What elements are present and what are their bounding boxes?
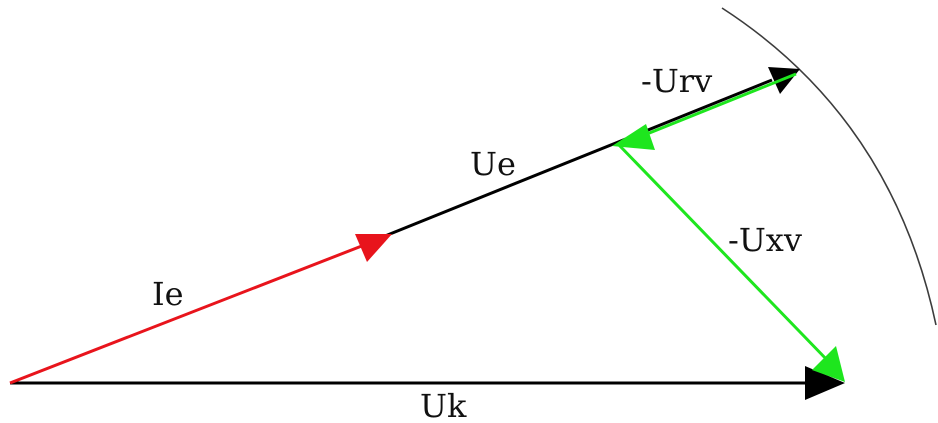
locus-arc (721, 7, 937, 326)
uxv-label: -Uxv (728, 221, 802, 259)
uk-label: Uk (420, 387, 467, 423)
ue-arrowhead (768, 67, 800, 94)
urv-label: -Urv (641, 62, 712, 100)
uk-arrowhead (805, 366, 845, 400)
uxv-vector-line (616, 142, 832, 365)
ue-label: Ue (470, 145, 516, 183)
urv-arrowhead (612, 124, 655, 150)
ie-label: Ie (152, 275, 184, 313)
ie-arrowhead (355, 234, 392, 262)
uxv-arrowhead (812, 346, 845, 382)
urv-vector-line (631, 72, 797, 142)
ue-vector-line (384, 78, 773, 238)
ie-vector-line (9, 240, 373, 385)
